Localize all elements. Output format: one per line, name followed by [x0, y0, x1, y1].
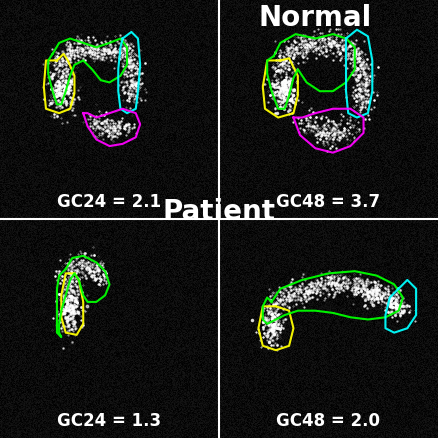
Text: GC24 = 2.1: GC24 = 2.1	[57, 192, 162, 211]
Text: GC48 = 2.0: GC48 = 2.0	[276, 411, 381, 430]
Text: GC24 = 1.3: GC24 = 1.3	[57, 411, 162, 430]
Text: Patient: Patient	[162, 197, 276, 225]
Text: GC48 = 3.7: GC48 = 3.7	[276, 192, 381, 211]
Text: Normal: Normal	[259, 4, 372, 32]
